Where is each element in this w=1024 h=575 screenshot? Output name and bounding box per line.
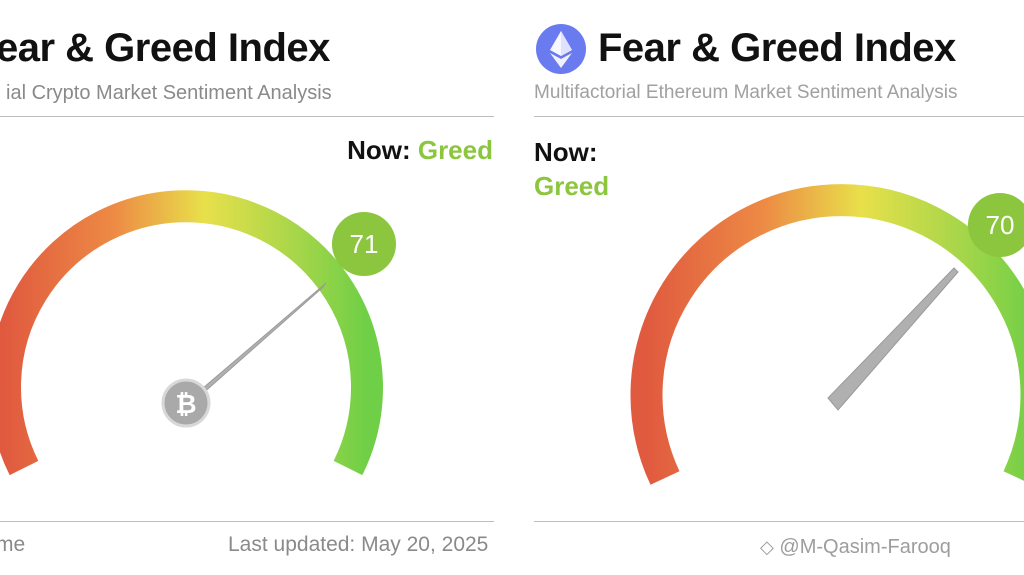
footer-left-text: me [0,533,26,556]
gauge-arc [630,184,1024,485]
bitcoin-symbol: ₿ [175,390,196,420]
gauge-chart: ₿ 71 [0,190,396,476]
gauge-needle [827,267,959,411]
score-value: 70 [986,210,1015,240]
last-updated: Last updated: May 20, 2025 [228,533,489,556]
bitcoin-icon [161,378,211,428]
ethereum-icon [536,24,586,74]
watermark: ◇ @M-Qasim-Farooq [760,536,951,559]
divider-top [534,116,1024,117]
divider-top [0,116,494,117]
now-value: Greed [534,171,610,201]
now-indicator: Now: Greed [347,135,493,166]
divider-bottom [534,521,1024,522]
left-panel: ear & Greed Index ial Crypto Market Sent… [0,26,494,556]
watermark-text: @M-Qasim-Farooq [779,536,951,558]
page-title: ear & Greed Index [0,26,330,70]
gauge-chart: 70 [630,184,1024,485]
page-title: Fear & Greed Index [598,26,956,70]
right-panel: Fear & Greed Index Multifactorial Ethere… [512,0,1024,575]
now-label: Now: [347,135,411,165]
gauge-arc [0,190,383,476]
score-badge [968,193,1024,257]
now-value: Greed [417,135,493,165]
score-value: 71 [350,229,379,259]
divider-bottom [0,521,494,522]
now-label: Now: [534,137,598,167]
page-subtitle: ial Crypto Market Sentiment Analysis [6,82,332,104]
score-badge [332,212,396,276]
watermark-logo-icon: ◇ [760,537,774,557]
page-subtitle: Multifactorial Ethereum Market Sentiment… [534,82,958,103]
